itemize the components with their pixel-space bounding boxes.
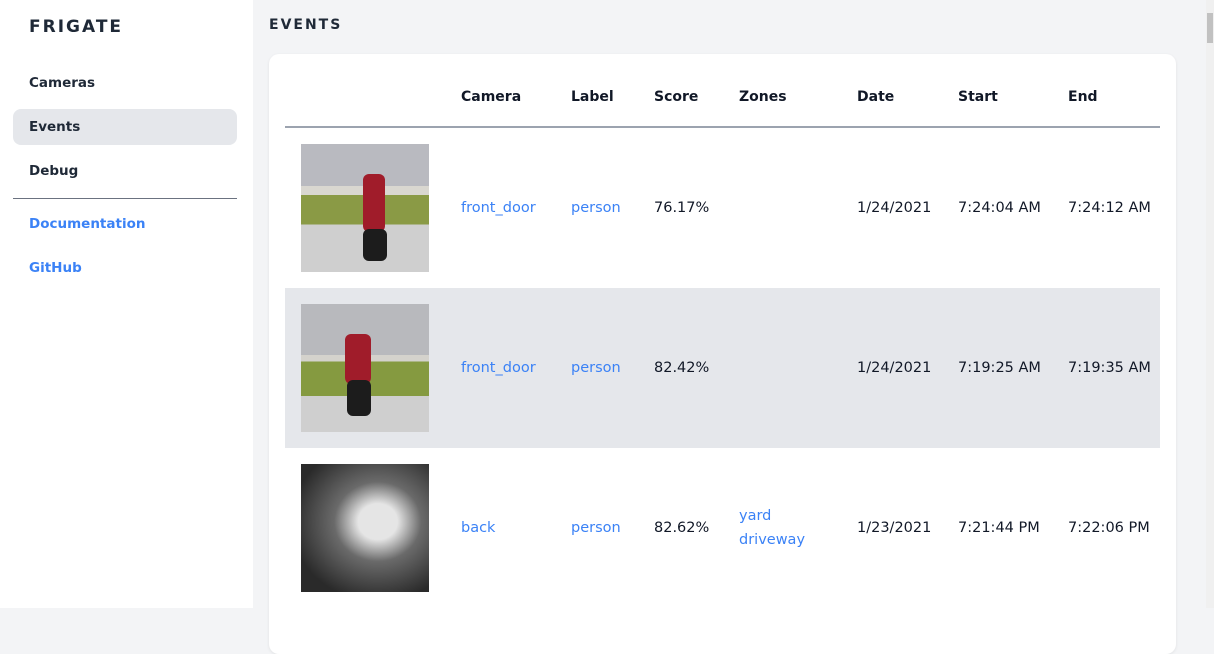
page-title: EVENTS: [269, 17, 343, 33]
sidebar: FRIGATE Cameras Events Debug Documentati…: [0, 0, 253, 608]
end-time: 7:19:35 AM: [1068, 360, 1151, 376]
date: 1/24/2021: [857, 360, 932, 376]
date: 1/24/2021: [857, 200, 932, 216]
sidebar-divider: [13, 198, 237, 199]
start-time: 7:24:04 AM: [958, 200, 1041, 216]
sidebar-item-events[interactable]: Events: [13, 109, 237, 145]
label-link[interactable]: person: [571, 200, 621, 216]
main-content: EVENTS Camera Label Score Zones Date Sta…: [253, 0, 1206, 654]
column-header-zones: Zones: [739, 89, 787, 105]
camera-link[interactable]: back: [461, 520, 496, 536]
event-thumbnail[interactable]: [301, 144, 429, 272]
label-link[interactable]: person: [571, 360, 621, 376]
sidebar-item-cameras[interactable]: Cameras: [29, 75, 96, 91]
column-header-score: Score: [654, 89, 699, 105]
column-header-label: Label: [571, 89, 614, 105]
end-time: 7:24:12 AM: [1068, 200, 1151, 216]
column-header-end: End: [1068, 89, 1098, 105]
event-thumbnail[interactable]: [301, 304, 429, 432]
column-header-camera: Camera: [461, 89, 522, 105]
sidebar-link-github[interactable]: GitHub: [29, 260, 82, 276]
header-divider: [285, 126, 1160, 128]
zone-link[interactable]: yard: [739, 508, 772, 524]
camera-link[interactable]: front_door: [461, 360, 536, 376]
score: 82.62%: [654, 520, 710, 536]
events-table: Camera Label Score Zones Date Start End …: [269, 54, 1176, 654]
end-time: 7:22:06 PM: [1068, 520, 1150, 536]
sidebar-item-debug[interactable]: Debug: [29, 163, 79, 179]
zone-link[interactable]: driveway: [739, 532, 806, 548]
score: 82.42%: [654, 360, 710, 376]
table-row[interactable]: front_door person 76.17% 1/24/2021 7:24:…: [285, 128, 1160, 288]
camera-link[interactable]: front_door: [461, 200, 536, 216]
start-time: 7:19:25 AM: [958, 360, 1041, 376]
sidebar-link-documentation[interactable]: Documentation: [29, 216, 146, 232]
event-thumbnail[interactable]: [301, 464, 429, 592]
brand-logo: FRIGATE: [29, 17, 124, 37]
column-header-start: Start: [958, 89, 998, 105]
table-row[interactable]: front_door person 82.42% 1/24/2021 7:19:…: [285, 288, 1160, 448]
date: 1/23/2021: [857, 520, 932, 536]
scrollbar-thumb[interactable]: [1207, 13, 1213, 43]
column-header-date: Date: [857, 89, 895, 105]
label-link[interactable]: person: [571, 520, 621, 536]
start-time: 7:21:44 PM: [958, 520, 1040, 536]
score: 76.17%: [654, 200, 710, 216]
table-row[interactable]: back person 82.62% yard driveway 1/23/20…: [285, 448, 1160, 608]
scrollbar[interactable]: [1206, 0, 1214, 608]
